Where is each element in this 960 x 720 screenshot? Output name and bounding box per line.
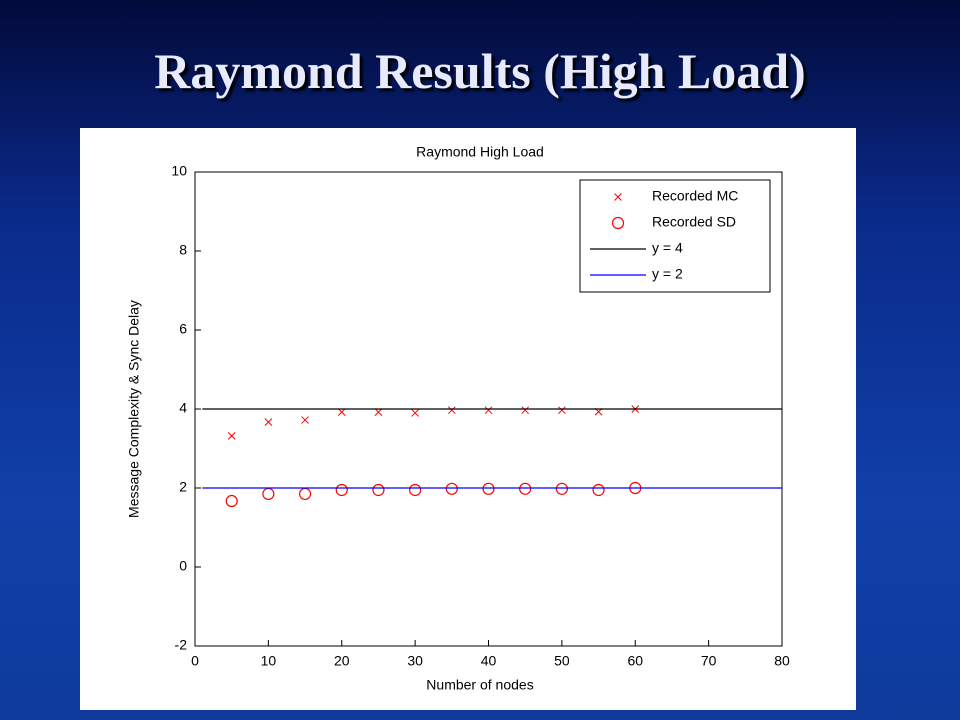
x-marker [301,416,309,424]
circle-marker [555,482,568,495]
x-tick-label: 60 [627,653,643,669]
x-marker [411,409,419,417]
y-tick-label: 6 [179,321,187,337]
x-marker [227,432,236,440]
x-tick-label: 80 [774,653,790,669]
legend-swatch [614,193,622,201]
y-tick-label: -2 [175,637,188,653]
chart: Raymond High Load Number of nodes Messag… [80,128,856,710]
legend-swatch [611,216,625,230]
y-tick-label: 10 [171,163,187,179]
circle-marker [409,483,422,497]
x-marker [558,406,566,415]
chart-title: Raymond High Load [416,144,544,160]
x-tick-label: 0 [191,653,199,669]
x-tick-label: 20 [334,653,350,669]
y-tick-label: 8 [179,242,187,258]
circle-marker [445,482,458,495]
x-tick-label: 10 [261,653,277,669]
legend-box [579,179,771,293]
x-tick-label: 50 [554,653,570,669]
x-axis-label: Number of nodes [426,677,533,693]
x-marker [521,406,530,415]
x-marker [337,408,346,417]
x-tick-label: 30 [407,653,423,669]
x-marker [264,418,273,426]
x-marker [484,406,493,415]
circle-marker [519,482,532,495]
circle-marker [372,483,385,497]
y-tick-label: 4 [179,400,187,416]
legend-label: Recorded SD [652,214,736,230]
legend-label: Recorded MC [652,188,738,204]
legend-label: y = 2 [652,266,683,282]
circle-marker [482,482,495,495]
x-tick-label: 70 [701,653,717,669]
x-tick-label: 40 [481,653,497,669]
circle-marker [592,483,605,497]
y-axis-label: Message Complexity & Sync Delay [126,300,142,518]
circle-marker [225,494,238,508]
slide-title: Raymond Results (High Load) [154,43,806,99]
legend-label: y = 4 [652,240,683,256]
x-marker [447,406,456,415]
y-tick-label: 2 [179,479,187,495]
circle-marker [335,483,348,497]
x-marker [374,408,383,417]
y-tick-label: 0 [179,558,187,574]
